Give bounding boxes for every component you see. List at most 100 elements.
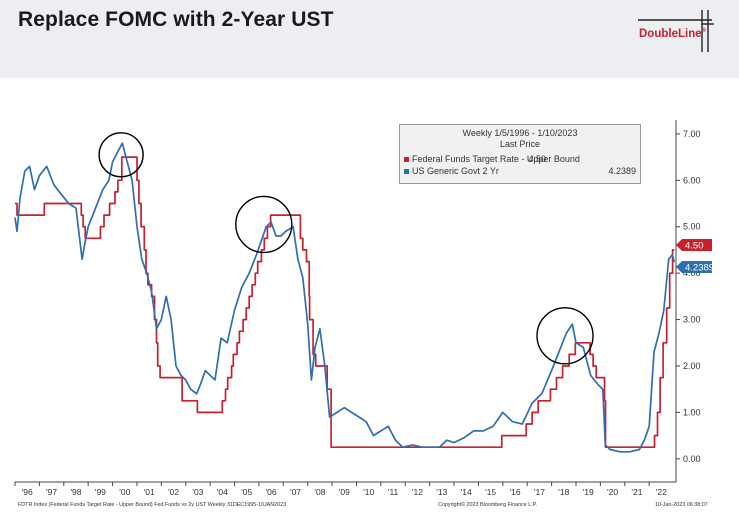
x-tick-label: '13 xyxy=(436,487,447,497)
fed-funds-point xyxy=(141,226,142,227)
x-tick-label: '02 xyxy=(168,487,179,497)
ust-2yr-point xyxy=(82,259,83,260)
ust-2yr-point xyxy=(453,442,454,443)
fed-funds-point xyxy=(657,412,658,413)
ust-2yr-point xyxy=(307,324,308,325)
ust-2yr-point xyxy=(14,217,15,218)
y-tick-label: 6.00 xyxy=(683,175,701,185)
legend-row-ust: US Generic Govt 2 Yr 4.2389 xyxy=(404,166,636,177)
ust-2yr-point xyxy=(234,310,235,311)
ust-2yr-point xyxy=(336,412,337,413)
x-tick-label: '98 xyxy=(70,487,81,497)
x-tick-label: '06 xyxy=(266,487,277,497)
fed-funds-point xyxy=(501,435,502,436)
ust-2yr-point xyxy=(314,347,315,348)
ust-2yr-point xyxy=(108,180,109,181)
ust-2yr-point xyxy=(210,375,211,376)
fed-funds-point xyxy=(233,354,234,355)
ust-2yr-point xyxy=(161,319,162,320)
x-tick-label: '11 xyxy=(388,487,399,497)
fed-funds-point xyxy=(182,400,183,401)
y-tick-label: 3.00 xyxy=(683,315,701,325)
fed-funds-point xyxy=(669,273,670,274)
ust-2yr-point xyxy=(329,416,330,417)
ust-2yr-point xyxy=(380,430,381,431)
fed-funds-point xyxy=(246,307,247,308)
ust-2yr-point xyxy=(53,184,54,185)
fed-funds-point xyxy=(117,180,118,181)
ust-2yr-point xyxy=(658,333,659,334)
fed-funds-point xyxy=(556,377,557,378)
fed-funds-point xyxy=(144,249,145,250)
x-tick-label: '18 xyxy=(558,487,569,497)
fed-funds-point xyxy=(590,354,591,355)
logo-wordmark: DoubleLine xyxy=(639,28,702,40)
ust-2yr-point xyxy=(395,440,396,441)
ust-2yr-point xyxy=(551,370,552,371)
ust-2yr-point xyxy=(151,291,152,292)
fed-funds-point xyxy=(672,249,673,250)
ust-2yr-point xyxy=(185,379,186,380)
ust-2yr-point xyxy=(136,226,137,227)
fed-funds-point xyxy=(309,319,310,320)
fed-funds-point xyxy=(315,365,316,366)
ust-2yr-point xyxy=(610,449,611,450)
fed-funds-point xyxy=(81,215,82,216)
fed-funds-point xyxy=(157,365,158,366)
y-tick-label: 1.00 xyxy=(683,407,701,417)
ust-2yr-point xyxy=(297,259,298,260)
ust-2yr-point xyxy=(175,365,176,366)
last-value-tag-text: 4.50 xyxy=(685,240,704,251)
ust-2yr-point xyxy=(75,208,76,209)
legend-label-fed: Federal Funds Target Rate - Upper Bound xyxy=(412,154,580,164)
ust-2yr-point xyxy=(668,259,669,260)
ust-2yr-point xyxy=(653,352,654,353)
legend-value-ust: 4.2389 xyxy=(608,166,636,176)
legend-label-ust: US Generic Govt 2 Yr xyxy=(412,166,499,176)
fed-funds-point xyxy=(261,249,262,250)
ust-2yr-point xyxy=(241,287,242,288)
ust-2yr-point xyxy=(19,198,20,199)
x-tick-label: '22 xyxy=(656,487,667,497)
fed-funds-point xyxy=(147,284,148,285)
ust-2yr-point xyxy=(558,352,559,353)
fed-funds-point xyxy=(663,342,664,343)
fed-funds-point xyxy=(596,377,597,378)
ust-2yr-point xyxy=(388,426,389,427)
fed-funds-point xyxy=(227,377,228,378)
fed-funds-point xyxy=(16,215,17,216)
ust-2yr-point xyxy=(429,447,430,448)
fed-funds-point xyxy=(255,273,256,274)
ust-2yr-point xyxy=(605,444,606,445)
x-tick-label: '17 xyxy=(534,487,545,497)
footer-timestamp: 10-Jan-2023 06:38:07 xyxy=(655,502,708,508)
ust-2yr-point xyxy=(102,189,103,190)
ust-2yr-point xyxy=(156,328,157,329)
ust-2yr-point xyxy=(29,166,30,167)
last-value-tag-ust: 4.2389 xyxy=(676,261,714,274)
fed-funds-point xyxy=(160,377,161,378)
ust-2yr-point xyxy=(280,235,281,236)
ust-2yr-point xyxy=(261,240,262,241)
ust-2yr-point xyxy=(112,161,113,162)
ust-2yr-point xyxy=(358,416,359,417)
ust-2yr-point xyxy=(24,171,25,172)
fed-funds-point xyxy=(114,191,115,192)
ust-2yr-point xyxy=(422,447,423,448)
ust-2yr-point xyxy=(146,273,147,274)
x-tick-label: '97 xyxy=(46,487,57,497)
fed-funds-point xyxy=(674,249,675,250)
ust-2yr-point xyxy=(566,333,567,334)
ust-2yr-series-line xyxy=(14,142,676,453)
ust-2yr-point xyxy=(590,375,591,376)
doubleline-logo-icon xyxy=(638,10,714,52)
ust-2yr-point xyxy=(446,440,447,441)
circle-2000-peak xyxy=(98,132,144,178)
ust-2yr-point xyxy=(541,393,542,394)
last-value-tag-bg xyxy=(676,238,712,251)
ust-2yr-point xyxy=(373,435,374,436)
y-tick-label: 2.00 xyxy=(683,361,701,371)
x-tick-label: '04 xyxy=(217,487,228,497)
y-tick-label: 7.00 xyxy=(683,129,701,139)
